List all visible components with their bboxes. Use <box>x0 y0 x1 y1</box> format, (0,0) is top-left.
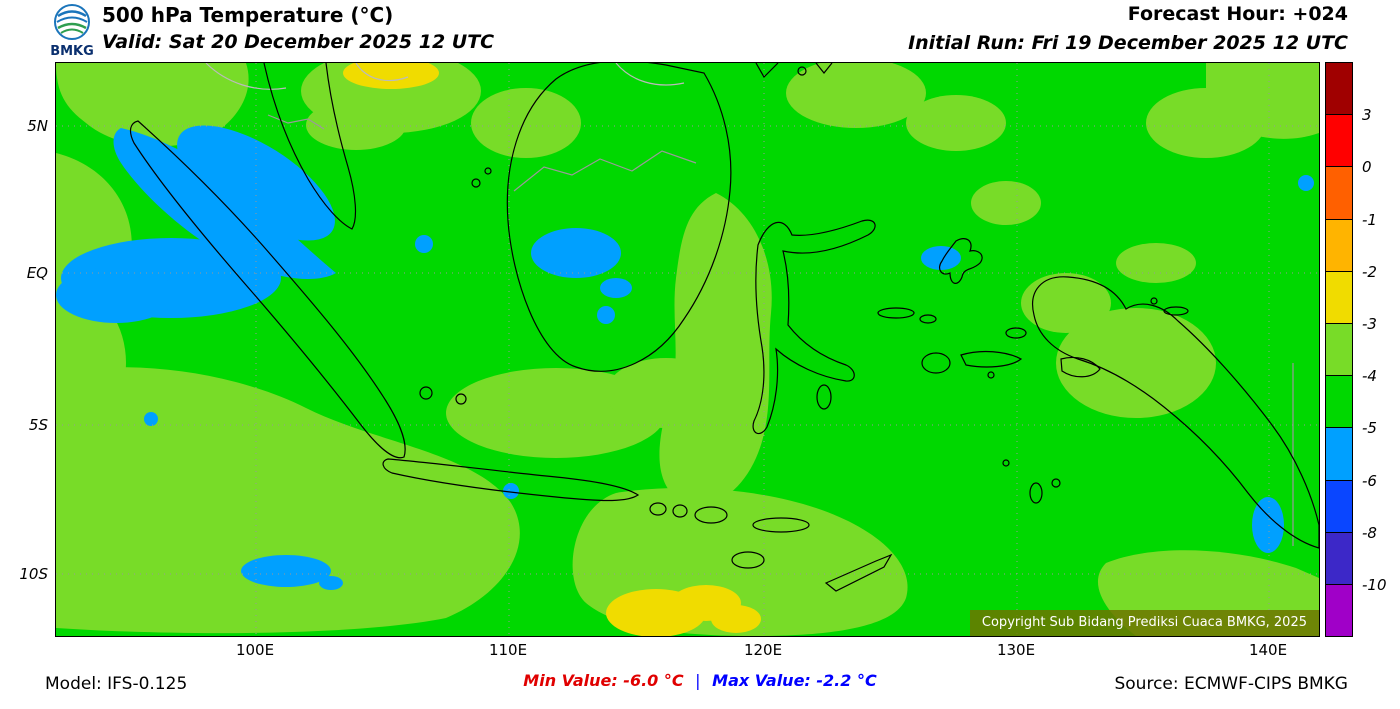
colorbar-cell: -6 <box>1326 427 1377 490</box>
field-blue-patches <box>56 125 1314 590</box>
page-title: 500 hPa Temperature (°C) <box>102 3 394 27</box>
model-label: Model: IFS-0.125 <box>45 674 188 694</box>
colorbar-cell: -3 <box>1326 270 1377 333</box>
colorbar-cell: 0 <box>1326 114 1372 176</box>
colorbar-label: -5 <box>1362 419 1377 438</box>
colorbar-cell: 3 <box>1326 63 1372 124</box>
colorbar-cell: -10 <box>1326 531 1387 594</box>
colorbar-label: -10 <box>1362 575 1387 594</box>
colorbar-label: -4 <box>1362 367 1377 386</box>
colorbar-cell: -1 <box>1326 166 1377 229</box>
copyright-banner: Copyright Sub Bidang Prediksi Cuaca BMKG… <box>969 610 1319 636</box>
bmkg-logo: BMKG <box>44 2 100 60</box>
temperature-colorbar: 3 0 -1 -2 -3 -4 -5 -6 -8 -10 <box>1325 62 1387 637</box>
lat-label-eq: EQ <box>26 264 48 282</box>
colorbar-cell: -4 <box>1326 322 1377 385</box>
lon-label-100e: 100E <box>235 641 275 659</box>
coastlines <box>129 63 1319 592</box>
colorbar-cell: -5 <box>1326 375 1377 437</box>
lat-label-10s: 10S <box>19 565 48 583</box>
field-light-green-regions <box>56 63 1319 636</box>
valid-time: Valid: Sat 20 December 2025 12 UTC <box>102 31 495 53</box>
lat-label-5n: 5N <box>27 117 48 135</box>
graticule <box>56 63 1319 636</box>
lat-label-5s: 5S <box>28 416 48 434</box>
colorbar-label: -1 <box>1362 210 1377 229</box>
colorbar-label: -3 <box>1362 314 1377 333</box>
colorbar-cell <box>1326 583 1352 637</box>
lon-label-120e: 120E <box>743 641 783 659</box>
minmax-values: Min Value: -6.0 °C | Max Value: -2.2 °C <box>523 671 876 690</box>
temperature-field-map <box>56 63 1319 636</box>
initial-run: Initial Run: Fri 19 December 2025 12 UTC <box>908 32 1348 54</box>
minmax-separator: | <box>695 671 701 690</box>
field-yellow-patches <box>343 63 761 636</box>
colorbar-label: -6 <box>1362 471 1377 490</box>
colorbar-label: 0 <box>1362 158 1372 177</box>
bmkg-logo-text: BMKG <box>50 44 94 59</box>
forecast-map: Copyright Sub Bidang Prediksi Cuaca BMKG… <box>55 62 1320 637</box>
lon-label-130e: 130E <box>996 641 1036 659</box>
header-right: Forecast Hour: +024 Initial Run: Fri 19 … <box>908 3 1348 54</box>
colorbar-cell: -2 <box>1326 218 1377 281</box>
max-value: Max Value: -2.2 °C <box>712 671 877 690</box>
bmkg-logo-graphic: BMKG <box>50 4 94 59</box>
colorbar-cell: -8 <box>1326 479 1377 542</box>
colorbar-label: 3 <box>1362 106 1372 125</box>
country-borders <box>205 63 1294 546</box>
lon-label-110e: 110E <box>488 641 528 659</box>
lon-label-140e: 140E <box>1248 641 1288 659</box>
colorbar-label: -8 <box>1362 523 1377 542</box>
source-label: Source: ECMWF-CIPS BMKG <box>1114 674 1348 694</box>
colorbar-label: -2 <box>1362 262 1377 281</box>
forecast-hour: Forecast Hour: +024 <box>1127 3 1348 25</box>
min-value: Min Value: -6.0 °C <box>523 671 684 690</box>
